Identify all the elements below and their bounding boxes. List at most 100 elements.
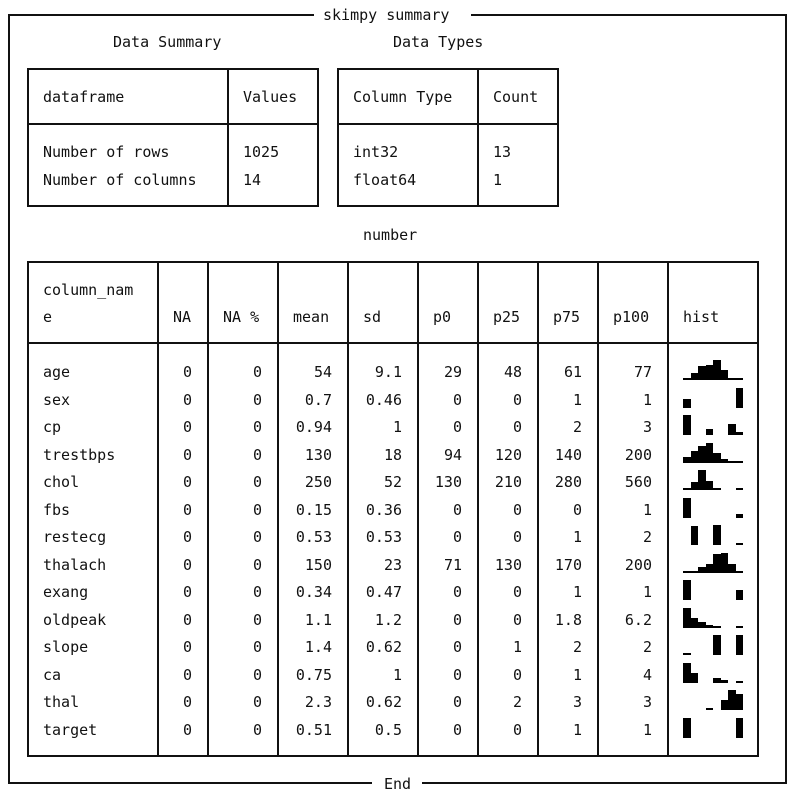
number-row-hist [683,580,743,600]
hist-bar [735,378,743,380]
hist-bar [698,470,706,490]
number-row-p25: 48 [503,363,522,381]
hist-bar [690,672,698,683]
hist-bar [683,570,691,573]
number-row-p100: 6.2 [624,610,652,629]
number-row-p75: 61 [563,363,582,381]
hist-bar [713,625,721,628]
footer-gap [372,778,422,786]
report-title: skimpy summary [323,6,450,24]
number-row-p75: 1 [572,528,582,546]
number-row-mean: 1.4 [304,638,332,656]
number-row-p0: 0 [452,418,462,436]
number-row-mean: 0.7 [304,390,332,409]
number-row-hist [683,717,743,738]
hist-bar [713,635,721,655]
data-types-int32-label: int32 [353,143,399,161]
number-row-mean: 0.94 [295,418,332,436]
hist-bar [705,429,713,435]
number-header-rule [27,342,759,344]
hist-bar [683,497,691,518]
number-row-hist [683,525,743,545]
number-row-column-name: restecg [43,528,107,546]
number-row-hist [683,442,743,463]
data-summary-columns-value: 14 [243,171,262,189]
number-row-na: 0 [182,500,192,519]
number-row-na-pct: 0 [252,638,262,656]
data-types-header-column-type: Column Type [353,88,453,106]
number-row-sd: 0.62 [365,638,402,656]
number-row-na-pct: 0 [252,665,262,684]
hist-bar [735,694,743,710]
number-row-p25: 130 [494,555,522,574]
number-header-p100: p100 [613,308,650,326]
hist-bar [683,607,691,628]
hist-bar [705,624,713,628]
number-row-mean: 0.53 [295,528,332,546]
number-row-p75: 2 [572,638,582,656]
hist-bar [690,617,698,628]
number-row-na: 0 [182,610,192,629]
number-row-p25: 0 [512,610,522,629]
hist-bar [690,373,698,380]
hist-bar [735,460,743,463]
number-row-na-pct: 0 [252,363,262,381]
number-row-na: 0 [182,555,192,574]
number-row-hist [683,635,743,655]
number-row-na-pct: 0 [252,720,262,739]
number-row-p25: 0 [512,500,522,519]
number-row-na: 0 [182,665,192,684]
number-header-p0: p0 [433,308,452,326]
number-col-divider [537,261,539,757]
number-row-hist [683,415,743,435]
data-types-caption: Data Types [393,33,484,51]
hist-bar [713,553,721,573]
data-types-header-count: Count [493,88,539,106]
data-types-table [337,68,559,207]
hist-bar [735,625,743,628]
number-row-p100: 4 [642,665,652,684]
hist-bar [683,378,691,380]
number-row-p75: 3 [572,693,582,711]
number-row-sd: 0.36 [365,500,402,519]
hist-bar [683,662,691,683]
number-header-column-name-line2: e [43,308,53,326]
number-row-na-pct: 0 [252,390,262,409]
data-summary-header-values: Values [243,88,298,106]
number-row-p75: 1 [572,390,582,409]
number-row-mean: 0.34 [295,583,332,601]
hist-bar [683,398,691,408]
number-row-na-pct: 0 [252,583,262,601]
hist-bar [728,460,736,463]
number-row-na-pct: 0 [252,500,262,519]
number-row-mean: 1.1 [304,610,332,629]
hist-bar [720,370,728,380]
number-row-p0: 0 [452,583,462,601]
number-row-p0: 0 [452,500,462,519]
number-row-p25: 0 [512,390,522,409]
data-summary-rows-label: Number of rows [43,143,170,161]
number-row-column-name: thalach [43,555,107,574]
number-row-na-pct: 0 [252,555,262,574]
number-row-p0: 0 [452,665,462,684]
hist-bar [728,563,736,573]
number-row-p100: 3 [642,693,652,711]
number-row-p0: 0 [452,693,462,711]
hist-bar [735,513,743,518]
number-row-hist [683,552,743,573]
number-row-hist [683,690,743,710]
number-row-mean: 0.15 [295,500,332,519]
number-row-na: 0 [182,528,192,546]
number-row-p0: 0 [452,610,462,629]
hist-bar [720,458,728,463]
data-summary-header-rule [27,123,319,125]
number-row-p100: 1 [642,720,652,739]
data-summary-col-divider [227,68,229,207]
number-row-p25: 0 [512,720,522,739]
hist-bar [735,717,743,738]
number-header-sd: sd [363,308,382,326]
hist-bar [698,621,706,628]
data-types-float64-label: float64 [353,171,417,189]
hist-bar [683,580,691,600]
hist-bar [698,566,706,573]
